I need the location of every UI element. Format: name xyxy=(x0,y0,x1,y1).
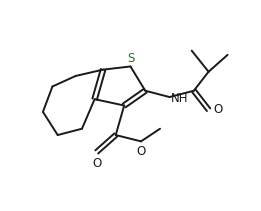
Text: O: O xyxy=(137,145,146,158)
Text: O: O xyxy=(92,157,101,170)
Text: NH: NH xyxy=(171,92,188,105)
Text: O: O xyxy=(214,103,223,116)
Text: S: S xyxy=(127,52,134,65)
